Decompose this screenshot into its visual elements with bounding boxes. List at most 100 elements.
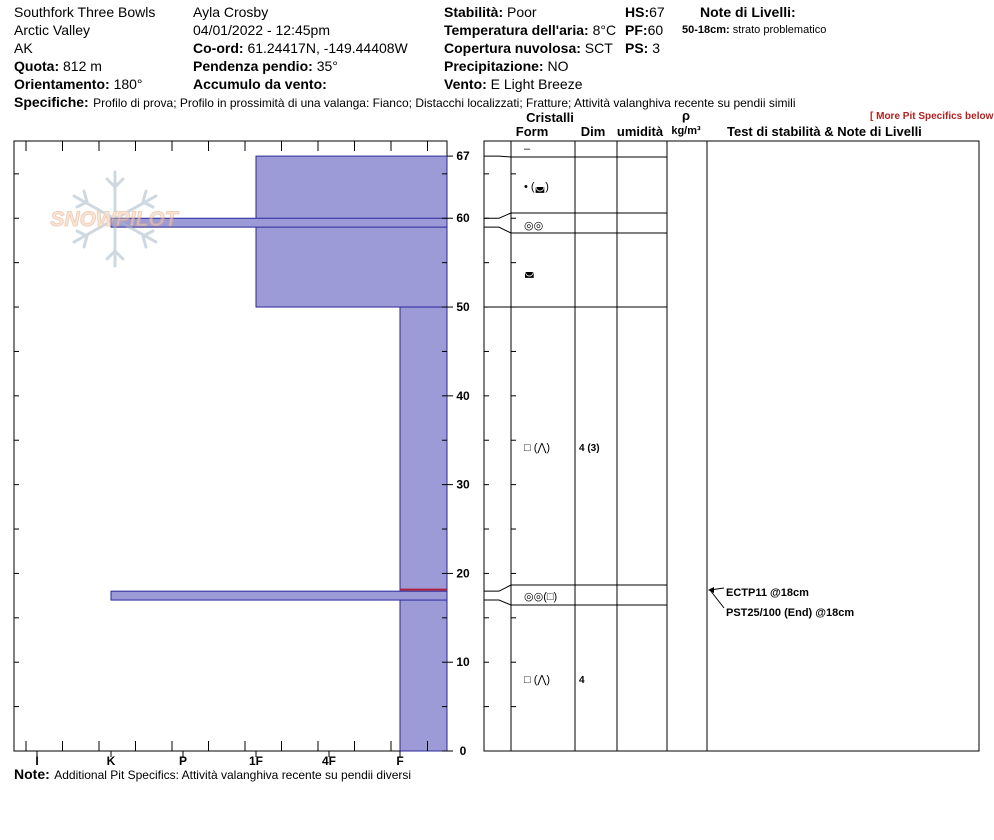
y-axis-label: 60 [456,211,470,225]
y-axis-label: 67 [456,149,470,163]
crystal-form: ◎◎ [524,220,543,232]
header-density-unit: kg/m³ [671,125,701,137]
hardness-layer-bar [399,306,448,752]
air-temperature: Temperatura dell'aria: 8°C [444,22,616,39]
x-axis-label: K [107,754,116,768]
wind: Vento: E Light Breeze [444,76,583,93]
note-text: Additional Pit Specifics: Attività valan… [54,768,412,782]
crystal-size: 4 [579,675,585,686]
layer-leader-line [484,584,512,592]
header-umidita: umidità [617,124,664,139]
specifics-label: Specifiche: [14,94,89,110]
crystal-form: ◎◎(□) [524,591,557,603]
crystal-form: • (◛) [524,181,549,193]
precip-label: Precipitazione: [444,58,544,74]
footer-note: Note: Additional Pit Specifics: Attività… [14,766,411,784]
wind-label: Vento: [444,76,487,92]
x-axis-label: 1F [249,754,263,768]
stability: Stabilità: Poor [444,4,537,21]
more-specifics-link[interactable]: [ More Pit Specifics below ] [870,111,994,122]
header-cristalli: Cristalli [526,110,574,125]
header-form: Form [516,124,549,139]
x-axis-label: 4F [322,754,336,768]
aspect: Orientamento: 180° [14,76,143,93]
layer-table: – • (◛) ◎◎ ◛ □ (⋀) 4 (3) ◎◎(□) □ (⋀) 4 ECTP11 @1… [483,140,980,752]
slope-angle: Pendenza pendio: 35° [193,58,338,75]
elevation: Quota: 812 m [14,58,102,75]
y-axis-label: 40 [456,389,470,403]
aspect-label: Orientamento: [14,76,110,92]
y-axis-label: 30 [456,478,470,492]
layer-note: 50-18cm: strato problematico [682,24,826,37]
note-label: Note: [14,766,50,782]
pit-depth: PF:60 [625,22,663,39]
hardness-layer-bar [110,590,448,601]
layer-note-range: 50-18cm: [682,24,730,36]
layer-leader-line [484,226,512,234]
crystal-form: □ (⋀) [524,442,550,454]
x-axis-label: I [35,754,38,768]
specifics-text: Profilo di prova; Profilo in prossimità … [93,96,796,110]
crystal-form: – [524,143,531,155]
stability-value: Poor [507,4,537,20]
y-axis-label: 0 [460,744,467,758]
air-temp-value: 8°C [592,22,617,38]
layer-leader-line [484,155,512,158]
crystal-form: ◛ [524,266,535,278]
hardness-profile: 0 10 20 30 40 50 60 67 I K P 1F 4F F [13,140,516,768]
test-leader-line [709,589,725,609]
stability-label: Stabilità: [444,4,504,20]
layer-leader-line [484,212,512,219]
hardness-layer-bar [255,155,448,308]
layer-notes-label: Note di Livelli: [700,4,796,20]
ps-label: PS: [625,40,649,56]
snowpilot-logo: SNOWPILOT [50,170,180,268]
cloud-value: SCT [584,40,613,56]
y-axis-label: 20 [456,566,470,580]
pit-specifics: Specifiche: Profilo di prova; Profilo in… [14,94,795,112]
slope-label: Pendenza pendio: [193,58,313,74]
coord-value: 61.24417N, -149.44408W [247,40,408,56]
hs-label: HS: [625,4,650,20]
slope-value: 35° [316,58,338,74]
logo-text: SNOWPILOT [50,208,179,231]
crystal-form: □ (⋀) [524,674,550,686]
hs-value: 67 [649,4,665,20]
wind-value: E Light Breeze [490,76,583,92]
location-name: Southfork Three Bowls [14,4,156,20]
layer-leader-line [484,599,512,606]
stability-test-result: PST25/100 (End) @18cm [726,607,854,619]
elevation-label: Quota: [14,58,60,74]
layer-table-frame [483,140,980,752]
state-name: AK [14,40,33,56]
aspect-value: 180° [113,76,143,92]
snow-height: HS:67 [625,4,665,21]
header-dim: Dim [581,124,606,139]
precip-value: NO [547,58,569,74]
pf-value: 60 [647,22,664,38]
area-name: Arctic Valley [14,22,90,38]
layer-note-text: strato problematico [732,24,827,36]
crystal-size: 4 (3) [579,443,600,454]
y-axis-label: 50 [456,300,470,314]
cloud-label: Copertura nuvolosa: [444,40,581,56]
x-axis-label: F [396,754,403,768]
ps-value: 3 [652,40,661,56]
cloud-cover: Copertura nuvolosa: SCT [444,40,613,57]
air-temp-label: Temperatura dell'aria: [444,22,589,38]
wind-loading-label: Accumulo da vento: [193,76,327,92]
coordinates: Co-ord: 61.24417N, -149.44408W [193,40,408,57]
y-axis-label: 10 [456,655,470,669]
pf-label: PF: [625,22,648,38]
ski-penetration: PS: 3 [625,40,660,57]
coord-label: Co-ord: [193,40,244,56]
elevation-value: 812 m [63,58,102,74]
precipitation: Precipitazione: NO [444,58,568,75]
stability-test-result: ECTP11 @18cm [726,587,809,599]
header-tests: Test di stabilità & Note di Livelli [727,124,922,139]
header-rho: ρ [682,108,690,123]
observer: Ayla Crosby [193,4,269,20]
date-time: 04/01/2022 - 12:45pm [193,22,330,38]
test-arrow-icon [708,587,714,593]
